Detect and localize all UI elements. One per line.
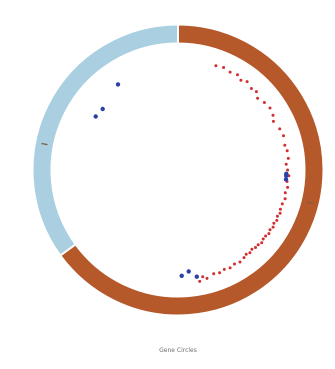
red-point-13 — [271, 119, 275, 123]
red-point-35 — [264, 234, 268, 238]
ring-tick-1 — [306, 201, 314, 205]
blue-point-2 — [284, 173, 289, 178]
red-point-40 — [250, 247, 254, 251]
sector-gap-2 — [59, 243, 77, 257]
red-point-47 — [222, 267, 226, 271]
red-point-8 — [254, 90, 258, 94]
sector-arc-1 — [61, 25, 323, 315]
red-point-51 — [201, 275, 205, 279]
blue-point-3 — [283, 177, 289, 182]
red-point-14 — [278, 127, 282, 131]
blue-point-5 — [186, 269, 191, 274]
red-point-48 — [218, 271, 222, 275]
red-point-9 — [256, 96, 260, 100]
red-point-44 — [238, 260, 242, 264]
red-point-15 — [282, 134, 285, 138]
blue-point-4 — [194, 274, 199, 279]
red-point-24 — [283, 191, 287, 195]
red-point-1 — [214, 64, 218, 68]
red-point-32 — [271, 225, 275, 229]
chart-caption: Gene Circles — [159, 347, 197, 354]
red-point-6 — [245, 80, 249, 84]
blue-point-7 — [93, 114, 98, 119]
red-point-30 — [275, 218, 279, 222]
red-point-29 — [275, 214, 279, 218]
red-point-49 — [212, 272, 216, 276]
red-point-10 — [262, 101, 266, 104]
red-point-20 — [286, 168, 290, 172]
red-point-28 — [278, 211, 282, 215]
red-point-18 — [286, 156, 290, 160]
red-point-31 — [272, 221, 276, 225]
red-point-46 — [228, 266, 232, 270]
red-point-12 — [271, 113, 275, 117]
sector-arc-2 — [33, 25, 179, 255]
red-point-5 — [239, 78, 243, 82]
sector-ring — [33, 24, 323, 315]
red-point-17 — [285, 149, 289, 153]
red-point-26 — [280, 202, 284, 206]
red-point-41 — [248, 251, 252, 255]
red-point-19 — [284, 162, 288, 166]
point-tracks — [93, 64, 291, 283]
red-point-43 — [242, 256, 246, 260]
red-point-16 — [283, 143, 287, 147]
red-point-3 — [228, 70, 232, 74]
red-point-37 — [260, 241, 264, 245]
red-point-45 — [233, 262, 236, 266]
red-point-7 — [249, 87, 253, 90]
blue-point-8 — [100, 106, 105, 112]
red-point-38 — [256, 243, 260, 247]
red-point-42 — [244, 252, 248, 256]
red-point-27 — [278, 207, 282, 211]
ring-ticks — [41, 142, 314, 205]
ring-tick-2 — [41, 142, 48, 146]
red-point-52 — [198, 279, 202, 283]
red-point-50 — [205, 276, 209, 280]
red-point-25 — [283, 197, 287, 201]
blue-point-6 — [179, 273, 184, 278]
red-point-33 — [268, 228, 272, 232]
red-point-36 — [261, 237, 265, 241]
red-point-23 — [286, 185, 290, 189]
red-point-2 — [222, 66, 226, 69]
red-point-39 — [254, 246, 257, 249]
red-point-4 — [236, 73, 239, 77]
red-point-34 — [267, 232, 271, 236]
red-point-11 — [268, 106, 272, 110]
blue-point-9 — [115, 82, 121, 87]
